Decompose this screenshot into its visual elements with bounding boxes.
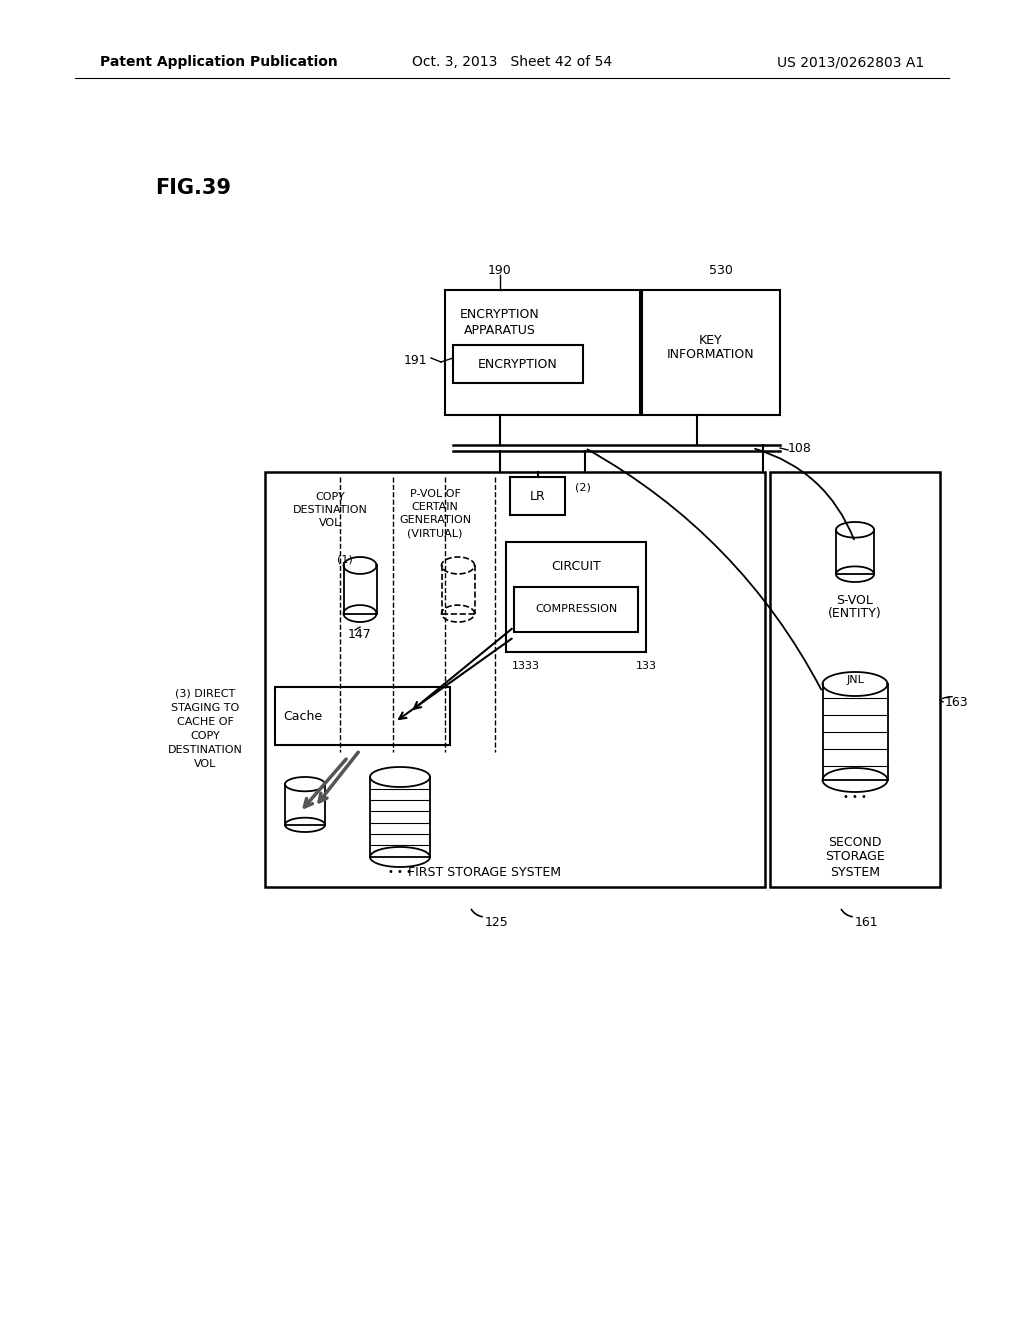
Text: • • •: • • • — [388, 867, 412, 876]
Bar — [510, 477, 565, 515]
Bar — [514, 587, 638, 632]
Text: STAGING TO: STAGING TO — [171, 704, 240, 713]
Text: CACHE OF: CACHE OF — [176, 717, 233, 727]
Text: 161: 161 — [855, 916, 879, 928]
Text: SECOND: SECOND — [828, 836, 882, 849]
Bar — [275, 686, 450, 744]
Text: 530: 530 — [709, 264, 733, 276]
Bar — [506, 543, 646, 652]
Text: FIRST STORAGE SYSTEM: FIRST STORAGE SYSTEM — [409, 866, 561, 879]
Text: CERTAIN: CERTAIN — [412, 502, 459, 512]
Text: APPARATUS: APPARATUS — [464, 323, 536, 337]
Text: KEY: KEY — [699, 334, 723, 346]
Text: JNL: JNL — [846, 675, 864, 685]
Bar — [445, 290, 640, 414]
Text: VOL: VOL — [194, 759, 216, 770]
Text: DESTINATION: DESTINATION — [293, 506, 368, 515]
Text: (VIRTUAL): (VIRTUAL) — [408, 528, 463, 539]
Text: COPY: COPY — [190, 731, 220, 741]
Bar — [343, 565, 377, 614]
Bar — [836, 529, 874, 574]
Text: Patent Application Publication: Patent Application Publication — [100, 55, 338, 69]
Text: S-VOL: S-VOL — [837, 594, 873, 606]
Text: 163: 163 — [945, 696, 969, 709]
Text: 190: 190 — [488, 264, 512, 276]
Text: 125: 125 — [485, 916, 509, 928]
Bar — [642, 290, 780, 414]
Text: DESTINATION: DESTINATION — [168, 744, 243, 755]
Text: (3) DIRECT: (3) DIRECT — [175, 689, 236, 700]
Text: 108: 108 — [788, 441, 812, 454]
Text: INFORMATION: INFORMATION — [668, 348, 755, 362]
Text: 191: 191 — [403, 354, 427, 367]
Text: (ENTITY): (ENTITY) — [828, 607, 882, 620]
Text: CIRCUIT: CIRCUIT — [551, 561, 601, 573]
Text: • • •: • • • — [843, 792, 867, 803]
Text: 1333: 1333 — [512, 661, 540, 671]
Text: LR: LR — [529, 490, 546, 503]
Bar — [770, 473, 940, 887]
Text: (2): (2) — [575, 482, 591, 492]
Text: COPY: COPY — [315, 492, 345, 502]
Text: ENCRYPTION: ENCRYPTION — [460, 309, 540, 322]
Text: COMPRESSION: COMPRESSION — [535, 605, 617, 615]
Bar — [285, 784, 325, 825]
Text: VOL: VOL — [318, 517, 341, 528]
Text: FIG.39: FIG.39 — [155, 178, 231, 198]
Bar — [265, 473, 765, 887]
Bar — [370, 777, 430, 857]
Bar — [441, 565, 474, 614]
Text: GENERATION: GENERATION — [399, 515, 471, 525]
Text: Oct. 3, 2013   Sheet 42 of 54: Oct. 3, 2013 Sheet 42 of 54 — [412, 55, 612, 69]
Text: (1): (1) — [337, 554, 353, 565]
Bar — [822, 684, 888, 780]
Text: 133: 133 — [636, 661, 657, 671]
Text: SYSTEM: SYSTEM — [830, 866, 880, 879]
Text: Cache: Cache — [284, 710, 323, 722]
Text: 147: 147 — [348, 627, 372, 640]
Text: ENCRYPTION: ENCRYPTION — [478, 358, 558, 371]
Text: P-VOL OF: P-VOL OF — [410, 488, 461, 499]
Text: STORAGE: STORAGE — [825, 850, 885, 863]
Bar — [453, 345, 583, 383]
Text: US 2013/0262803 A1: US 2013/0262803 A1 — [777, 55, 924, 69]
